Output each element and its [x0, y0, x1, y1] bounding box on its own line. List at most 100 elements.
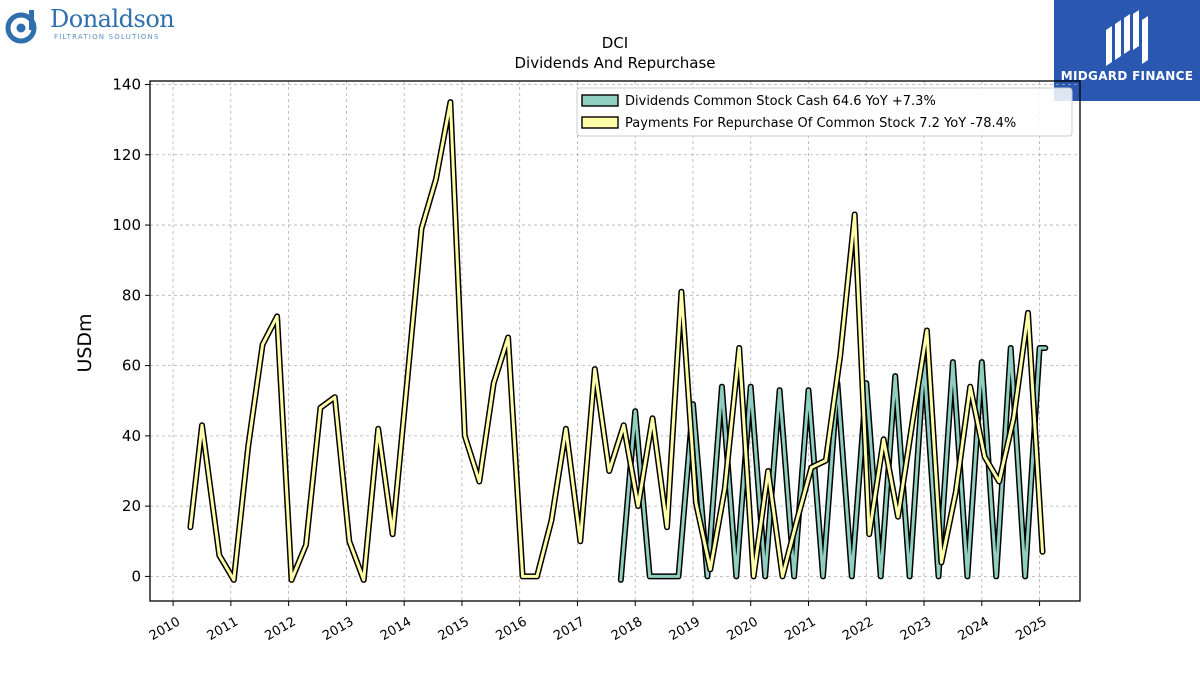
data-point — [651, 416, 654, 420]
data-point — [578, 539, 582, 543]
repurchase-series — [187, 99, 1046, 583]
data-point — [867, 532, 871, 536]
data-point — [925, 329, 929, 332]
data-point — [980, 360, 984, 364]
data-point — [763, 575, 767, 578]
x-tick-label: 2014 — [378, 614, 414, 644]
data-point — [434, 178, 438, 181]
publisher-name: MIDGARD FINANCE — [1060, 69, 1194, 83]
series-line — [188, 100, 1044, 582]
x-tick-label: 2017 — [551, 614, 587, 644]
data-point — [200, 423, 204, 427]
x-tick-label: 2021 — [782, 614, 818, 644]
data-point — [492, 381, 496, 385]
x-tick-label: 2018 — [609, 614, 645, 644]
chart-title: DCI — [602, 34, 628, 52]
donaldson-mark-icon — [5, 10, 37, 44]
x-tick-label: 2011 — [205, 614, 241, 644]
data-point — [951, 360, 955, 364]
data-point — [694, 501, 698, 504]
data-point — [1023, 575, 1027, 578]
data-point — [463, 434, 467, 438]
legend-swatch — [581, 94, 619, 107]
data-point — [940, 561, 943, 564]
brand-name: Donaldson — [50, 5, 175, 33]
data-point — [391, 532, 394, 536]
data-point — [1041, 550, 1044, 554]
x-tick-label: 2010 — [147, 614, 183, 644]
data-point — [405, 381, 409, 385]
data-point — [662, 575, 666, 578]
data-point — [908, 575, 911, 578]
data-point — [879, 575, 883, 578]
data-point — [781, 575, 784, 578]
data-point — [838, 353, 842, 357]
data-point — [850, 575, 854, 578]
legend-label: Dividends Common Stock Cash 64.6 YoY +7.… — [625, 94, 936, 109]
data-point — [893, 374, 897, 378]
data-point — [766, 469, 770, 473]
data-point — [550, 518, 553, 522]
data-point — [937, 575, 940, 578]
data-point — [1038, 346, 1041, 350]
data-point — [708, 568, 712, 571]
data-point — [706, 575, 709, 578]
y-tick-label: 0 — [131, 567, 141, 585]
y-tick-label: 20 — [122, 497, 141, 515]
legend-box — [576, 87, 1073, 137]
data-point — [304, 543, 308, 547]
data-point — [648, 575, 652, 578]
data-point — [749, 385, 753, 389]
data-point — [691, 402, 695, 406]
data-point — [362, 578, 366, 582]
data-point — [420, 227, 423, 231]
data-point — [506, 336, 510, 339]
data-point — [564, 427, 568, 431]
data-point — [275, 315, 279, 318]
x-tick-label: 2013 — [320, 614, 356, 644]
data-point — [680, 290, 683, 294]
data-point — [619, 578, 623, 582]
data-point — [636, 504, 640, 508]
data-point — [896, 515, 900, 519]
midgard-finance-logo: MIDGARD FINANCE — [1054, 0, 1200, 101]
chart-subtitle: Dividends And Repurchase — [514, 54, 715, 72]
data-point — [677, 575, 680, 578]
data-point — [217, 553, 221, 557]
data-point — [911, 420, 914, 424]
data-point — [807, 388, 810, 392]
x-tick-label: 2012 — [262, 614, 298, 644]
data-point — [983, 455, 987, 459]
data-point — [821, 575, 825, 578]
brand-tagline: FILTRATION SOLUTIONS — [54, 33, 160, 41]
data-point — [795, 518, 799, 522]
data-point — [1012, 416, 1015, 420]
legend: Dividends Common Stock Cash 64.6 YoY +7.… — [576, 87, 1073, 137]
data-point — [853, 213, 857, 216]
y-tick-label: 60 — [122, 357, 141, 375]
x-tick-label: 2022 — [840, 614, 876, 644]
data-point — [810, 466, 813, 469]
y-tick-label: 140 — [112, 76, 141, 94]
x-tick-label: 2024 — [956, 614, 992, 644]
data-point — [966, 575, 969, 578]
data-point — [1026, 311, 1030, 315]
data-point — [535, 575, 539, 578]
data-point — [1009, 346, 1013, 350]
data-point — [189, 525, 192, 529]
data-point — [778, 388, 781, 392]
legend-swatch — [581, 116, 619, 129]
data-point — [622, 423, 626, 427]
dividends-series — [617, 345, 1049, 583]
plot-frame — [149, 80, 1081, 602]
data-point — [824, 459, 828, 462]
data-point — [521, 575, 524, 578]
data-point — [968, 385, 972, 389]
y-tick-label: 40 — [122, 427, 141, 445]
data-point — [882, 438, 885, 441]
data-point — [752, 575, 755, 578]
data-point — [954, 490, 958, 494]
data-point — [232, 578, 236, 582]
y-tick-label: 80 — [122, 286, 141, 304]
